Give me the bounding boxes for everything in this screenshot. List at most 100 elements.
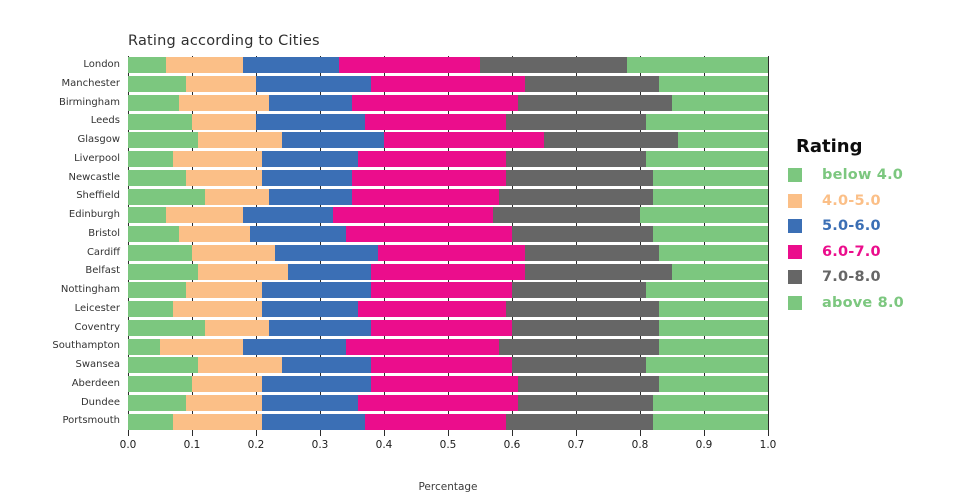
bar-row-manchester [128,76,768,93]
bar-segment-6.0-7.0 [339,57,480,74]
bar-segment-6.0-7.0 [364,413,506,430]
bar-row-southampton [128,338,768,355]
bar-segment-4.0-5.0 [166,207,244,224]
y-tick-label-southampton: Southampton [52,340,120,352]
bar-segment-above-8.0 [652,413,768,430]
y-tick-label-belfast: Belfast [85,265,120,277]
bar-segment-6.0-7.0 [351,94,519,111]
x-tick-label-0.2: 0.2 [247,439,265,451]
bar-segment-below-4.0 [128,188,205,205]
bar-segment-below-4.0 [128,207,167,224]
x-tick-label-1.0: 1.0 [759,439,777,451]
x-tick-label-0.1: 0.1 [183,439,201,451]
bar-segment-below-4.0 [128,338,160,355]
bar-row-dundee [128,394,768,411]
bar-segment-5.0-6.0 [281,132,384,149]
legend-swatch-icon [788,219,802,233]
gridline-1.0 [767,56,769,436]
bar-segment-5.0-6.0 [262,151,359,168]
bar-segment-4.0-5.0 [160,338,244,355]
bar-segment-6.0-7.0 [371,76,525,93]
bar-segment-6.0-7.0 [358,394,519,411]
y-tick-label-edinburgh: Edinburgh [68,209,120,220]
bar-segment-below-4.0 [128,319,205,336]
bar-segment-6.0-7.0 [364,113,506,130]
bar-segment-7.0-8.0 [499,188,653,205]
bar-row-bristol [128,226,768,243]
bar-segment-below-4.0 [128,413,173,430]
bar-segment-below-4.0 [128,244,192,261]
bar-row-glasgow [128,132,768,149]
y-tick-label-leicester: Leicester [74,302,120,314]
bar-segment-below-4.0 [128,282,186,299]
legend-entries: below 4.0 4.0-5.0 5.0-6.0 6.0-7.0 7.0-8.0 abo… [788,167,956,311]
bar-segment-6.0-7.0 [358,301,506,318]
bar-segment-6.0-7.0 [332,207,493,224]
bar-segment-7.0-8.0 [511,282,647,299]
bar-segment-4.0-5.0 [198,357,282,374]
bar-segment-5.0-6.0 [268,188,352,205]
legend-label: above 8.0 [822,294,904,311]
bar-segment-6.0-7.0 [371,282,512,299]
bar-row-newcastle [128,169,768,186]
y-tick-label-dundee: Dundee [80,396,120,408]
plot-area [127,56,769,436]
bar-segment-4.0-5.0 [192,376,263,393]
bar-segment-5.0-6.0 [268,319,372,336]
legend-label: 5.0-6.0 [822,218,881,234]
legend-entry-above-8.0: above 8.0 [788,295,956,311]
bar-segment-5.0-6.0 [268,94,352,111]
bar-segment-below-4.0 [128,94,180,111]
bar-segment-4.0-5.0 [192,113,256,130]
bar-row-birmingham [128,94,768,111]
bar-segment-below-4.0 [128,132,199,149]
y-tick-label-birmingham: Birmingham [59,96,120,108]
bar-row-sheffield [128,188,768,205]
bar-segment-above-8.0 [659,301,768,318]
bar-segment-7.0-8.0 [511,319,660,336]
bar-segment-6.0-7.0 [351,188,500,205]
legend-entry-7.0-8.0: 7.0-8.0 [788,269,956,285]
bar-segment-above-8.0 [652,394,768,411]
bar-segment-5.0-6.0 [243,338,346,355]
bar-segment-7.0-8.0 [511,357,647,374]
bar-segment-7.0-8.0 [524,263,672,280]
bar-segment-above-8.0 [646,151,768,168]
bar-segment-7.0-8.0 [499,338,660,355]
legend-swatch-icon [788,193,802,208]
bar-row-london [128,57,768,74]
legend-label: 4.0-5.0 [822,192,881,209]
bar-segment-4.0-5.0 [204,188,269,205]
bar-segment-5.0-6.0 [262,376,372,393]
bar-segment-7.0-8.0 [511,226,653,243]
bar-segment-4.0-5.0 [185,169,263,186]
bar-segment-7.0-8.0 [505,301,660,318]
bar-segment-7.0-8.0 [505,169,653,186]
bar-segment-6.0-7.0 [351,169,506,186]
y-tick-label-london: London [83,59,120,70]
bar-segment-7.0-8.0 [518,376,660,393]
legend-entry-4.0-5.0: 4.0-5.0 [788,193,956,209]
bar-segment-above-8.0 [659,76,768,93]
bar-segment-6.0-7.0 [371,319,512,336]
bar-segment-7.0-8.0 [524,76,660,93]
legend-title: Rating [796,136,863,157]
legend-swatch-icon [788,270,802,284]
bar-segment-above-8.0 [652,188,768,205]
y-tick-label-liverpool: Liverpool [74,152,120,164]
y-tick-label-coventry: Coventry [74,321,120,333]
x-tick-label-0.5: 0.5 [439,439,457,451]
bar-segment-above-8.0 [646,357,768,374]
bar-segment-below-4.0 [128,169,186,186]
bar-segment-4.0-5.0 [204,319,269,336]
y-tick-label-bristol: Bristol [88,227,120,239]
bar-segment-above-8.0 [639,207,768,224]
bar-segment-7.0-8.0 [505,113,647,130]
bar-segment-5.0-6.0 [256,113,365,130]
bar-row-leeds [128,113,768,130]
bar-segment-4.0-5.0 [185,76,256,93]
bar-segment-5.0-6.0 [287,263,372,280]
bar-segment-5.0-6.0 [249,226,346,243]
bar-segment-4.0-5.0 [172,413,263,430]
